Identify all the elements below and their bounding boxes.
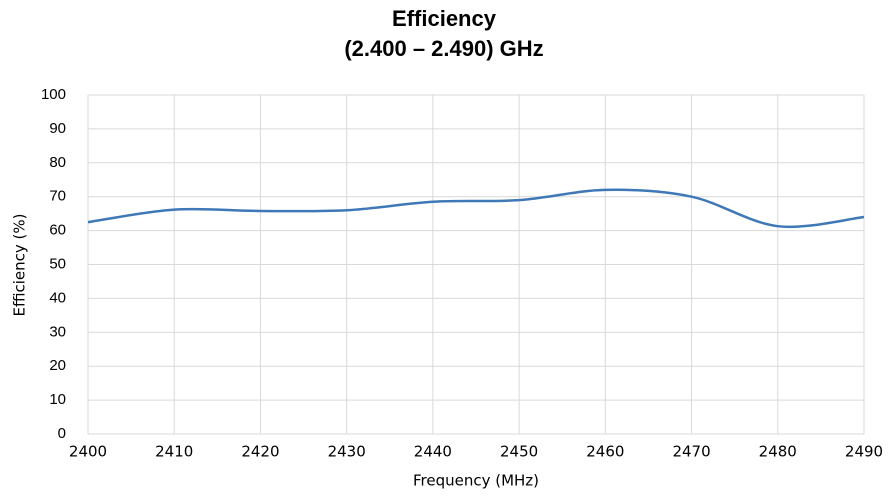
x-tick-label: 2440 xyxy=(414,443,452,461)
y-tick-label: 60 xyxy=(49,222,66,239)
chart-title: Efficiency xyxy=(392,6,497,31)
y-tick-label: 0 xyxy=(58,425,66,442)
x-tick-label: 2400 xyxy=(69,443,107,461)
y-tick-label: 30 xyxy=(49,323,66,340)
y-tick-label: 20 xyxy=(49,357,66,374)
x-tick-label: 2490 xyxy=(845,443,883,461)
chart-title: (2.400 – 2.490) GHz xyxy=(344,36,543,61)
line xyxy=(87,188,865,229)
x-tick-label: 2420 xyxy=(241,443,279,461)
x-tick-label: 2410 xyxy=(155,443,193,461)
y-tick-label: 90 xyxy=(49,120,66,137)
x-tick-label: 2480 xyxy=(759,443,797,461)
x-tick-label: 2460 xyxy=(586,443,624,461)
x-tick-label: 2450 xyxy=(500,443,538,461)
x-tick-label: 2470 xyxy=(672,443,710,461)
x-tick-label: 2430 xyxy=(328,443,366,461)
y-axis-label: Efficiency (%) xyxy=(11,214,29,317)
y-tick-label: 70 xyxy=(49,188,66,205)
y-tick-label: 80 xyxy=(49,154,66,171)
y-tick-label: 10 xyxy=(49,391,66,408)
y-tick-label: 50 xyxy=(49,255,66,272)
y-tick-label: 100 xyxy=(41,86,66,103)
x-axis-label: Frequency (MHz) xyxy=(413,472,539,490)
y-tick-label: 40 xyxy=(49,289,66,306)
